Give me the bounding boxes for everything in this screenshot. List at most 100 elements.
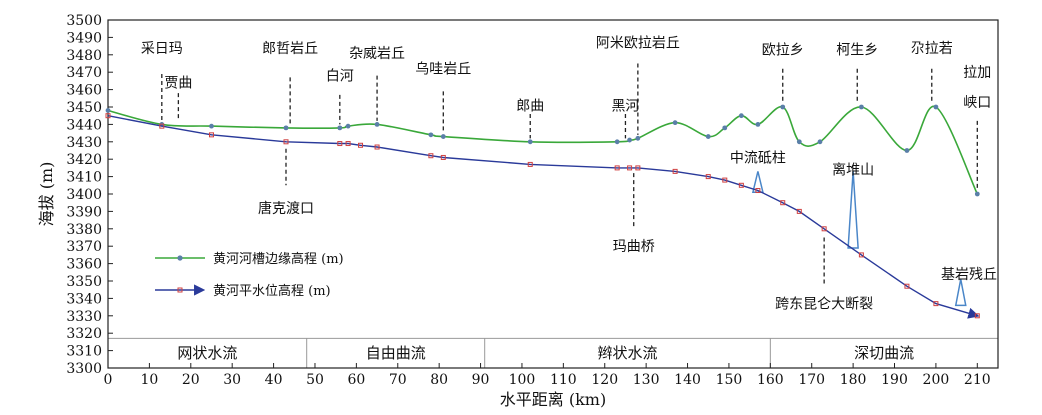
x-tick-label: 70 <box>389 372 407 388</box>
channel-edge-point <box>904 148 910 153</box>
x-tick-label: 60 <box>347 372 365 388</box>
x-tick-label: 80 <box>430 372 448 388</box>
channel-edge-point <box>374 122 380 127</box>
water-level-point <box>796 208 802 214</box>
x-tick-label: 110 <box>550 372 577 388</box>
y-tick-label: 3470 <box>66 65 102 81</box>
water-level-point <box>428 153 434 159</box>
annotation-label: 黑河 <box>611 98 639 114</box>
water-level-point <box>722 177 728 183</box>
channel-edge-point <box>337 125 343 131</box>
annotation-label: 跨东昆仑大断裂 <box>775 297 873 313</box>
annotation-label: 玛曲桥 <box>613 239 655 255</box>
y-tick-label: 3310 <box>66 344 102 360</box>
x-tick-label: 150 <box>716 372 743 388</box>
x-tick-label: 160 <box>757 372 784 388</box>
plot-frame <box>107 19 999 369</box>
feature-label: 离堆山 <box>832 162 874 179</box>
water-level-point <box>933 301 939 307</box>
feature-label: 基岩残丘 <box>941 266 997 283</box>
water-level-point <box>738 182 744 188</box>
channel-edge-point <box>755 122 761 127</box>
y-tick-label: 3330 <box>66 309 102 325</box>
x-tick-label: 0 <box>104 372 113 388</box>
x-tick-label: 30 <box>223 372 241 388</box>
annotation-label: 贾曲 <box>164 76 192 92</box>
channel-edge-point <box>527 139 533 145</box>
x-tick-label: 100 <box>509 372 536 388</box>
channel-edge-point <box>780 104 786 110</box>
water-level-point <box>858 252 864 258</box>
x-tick-label: 120 <box>591 372 618 388</box>
x-tick-label: 40 <box>265 372 283 388</box>
y-tick-label: 3480 <box>66 48 102 64</box>
channel-edge-point <box>705 134 711 139</box>
water-level-point <box>105 113 111 119</box>
x-tick-label: 210 <box>964 372 991 388</box>
channel-edge-point <box>283 125 289 131</box>
channel-edge-point <box>614 139 620 145</box>
water-level-point <box>755 188 761 194</box>
water-level-point <box>904 283 910 289</box>
water-level-point <box>358 142 364 148</box>
x-tick-label: 10 <box>140 372 158 388</box>
water-level-point <box>780 200 786 206</box>
channel-edge-point <box>974 191 980 197</box>
x-tick-label: 170 <box>798 372 825 388</box>
annotation-label: 尕拉若 <box>911 41 953 57</box>
channel-edge-point <box>933 104 939 110</box>
annotation-label: 郎哲岩丘 <box>262 41 318 57</box>
landform-marker <box>954 279 967 307</box>
y-tick-label: 3360 <box>66 257 102 273</box>
x-tick-label: 190 <box>881 372 908 388</box>
annotation-label: 唐克渡口 <box>258 200 314 217</box>
x-tick-label: 140 <box>674 372 701 388</box>
legend-marker-water-level <box>177 287 183 293</box>
water-level-point <box>374 144 380 150</box>
water-level-point <box>627 165 633 171</box>
zone-label: 辫状水流 <box>598 344 658 362</box>
y-tick-label: 3350 <box>66 274 102 290</box>
water-level-point <box>821 226 827 232</box>
y-tick-label: 3420 <box>66 152 102 168</box>
channel-edge-point <box>440 134 446 139</box>
water-level-point <box>635 165 641 171</box>
water-level-point <box>705 174 711 180</box>
channel-edge-point <box>817 139 823 145</box>
water-level-point <box>672 168 678 174</box>
annotation-label: 杂威岩丘 <box>349 46 405 62</box>
annotation-label: 乌哇岩丘 <box>415 62 471 78</box>
channel-edge-point <box>738 113 744 119</box>
channel-edge-point <box>428 132 434 138</box>
annotation-label: 柯生乡 <box>836 43 878 59</box>
channel-edge-point <box>635 135 641 141</box>
water-level-point <box>337 141 343 147</box>
channel-edge-point <box>796 139 802 145</box>
y-tick-label: 3380 <box>66 222 102 238</box>
zone-label: 深切曲流 <box>854 344 914 362</box>
y-tick-label: 3440 <box>66 117 102 133</box>
annotation-label: 郎曲 <box>516 98 544 114</box>
legend-marker-channel-edge <box>177 255 183 261</box>
annotation-label: 采日玛 <box>141 41 183 57</box>
zone-band: 网状水流 自由曲流 辫状水流 深切曲流 <box>108 337 998 368</box>
legend: 黄河河槽边缘高程 (m) 黄河平水位高程 (m) <box>155 251 344 299</box>
x-tick-label: 200 <box>923 372 950 388</box>
x-tick-label: 50 <box>306 372 324 388</box>
y-tick-label: 3410 <box>66 170 102 186</box>
y-tick-label: 3400 <box>66 187 102 203</box>
y-tick-label: 3490 <box>66 30 102 46</box>
water-level-point <box>974 313 980 319</box>
x-tick-label: 180 <box>840 372 867 388</box>
y-axis-title: 海拔 (m) <box>37 162 56 227</box>
y-tick-label: 3450 <box>66 100 102 116</box>
legend-label-channel-edge: 黄河河槽边缘高程 (m) <box>213 251 344 267</box>
water-level-point <box>208 132 214 138</box>
water-level-point <box>345 141 351 147</box>
x-tick-label: 130 <box>633 372 660 388</box>
feature-label: 中流砥柱 <box>730 150 786 166</box>
